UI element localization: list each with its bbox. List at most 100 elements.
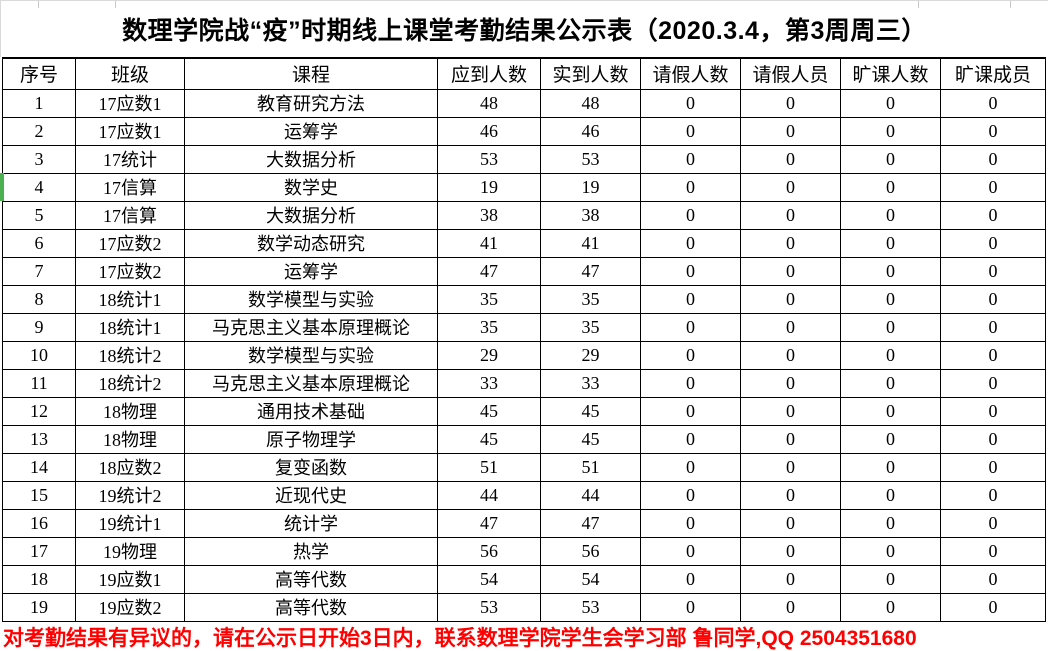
table-cell: 48 [540, 88, 641, 118]
table-cell: 0 [740, 480, 841, 510]
table-cell: 17 [2, 536, 76, 566]
table-cell: 0 [640, 564, 741, 594]
table-cell: 33 [540, 368, 641, 398]
table-row: 5 17信算 大数据分析 38 38 0 0 0 0 [2, 200, 1046, 230]
table-cell: 0 [940, 116, 1046, 146]
table-cell: 0 [740, 396, 841, 426]
table-cell: 近现代史 [184, 480, 438, 510]
table-cell: 54 [437, 564, 541, 594]
gridline-tick [1010, 1, 1011, 8]
table-cell: 47 [540, 508, 641, 538]
col-header-index: 序号 [2, 57, 76, 90]
dispute-notice: 对考勤结果有异议的，请在公示日开始3日内，联系数理学院学生会学习部 鲁同学,QQ… [0, 622, 1048, 651]
table-cell: 10 [2, 340, 76, 370]
table-cell: 热学 [184, 536, 438, 566]
table-cell: 0 [840, 228, 941, 258]
table-cell: 17应数1 [75, 116, 185, 146]
table-cell: 0 [740, 116, 841, 146]
table-cell: 45 [437, 396, 541, 426]
table-cell: 0 [840, 256, 941, 286]
table-cell: 53 [540, 592, 641, 622]
table-cell: 48 [437, 88, 541, 118]
table-cell: 33 [437, 368, 541, 398]
table-cell: 0 [740, 284, 841, 314]
table-header-row: 序号 班级 课程 应到人数 实到人数 请假人数 请假人员 旷课人数 旷课成员 [2, 57, 1046, 90]
table-cell: 通用技术基础 [184, 396, 438, 426]
col-header-leave-names: 请假人员 [740, 57, 841, 90]
table-cell: 0 [740, 368, 841, 398]
table-cell: 45 [437, 424, 541, 454]
table-cell: 19统计2 [75, 480, 185, 510]
table-cell: 马克思主义基本原理概论 [184, 368, 438, 398]
table-cell: 56 [540, 536, 641, 566]
table-cell: 0 [840, 284, 941, 314]
table-cell: 0 [640, 172, 741, 202]
table-row: 17 19物理 热学 56 56 0 0 0 0 [2, 536, 1046, 566]
col-header-leave-count: 请假人数 [640, 57, 741, 90]
table-cell: 0 [940, 424, 1046, 454]
table-cell: 9 [2, 312, 76, 342]
table-cell: 0 [640, 368, 741, 398]
table-cell: 0 [640, 284, 741, 314]
table-cell: 0 [940, 312, 1046, 342]
table-row: 1 17应数1 教育研究方法 48 48 0 0 0 0 [2, 88, 1046, 118]
table-cell: 5 [2, 200, 76, 230]
table-cell: 0 [640, 340, 741, 370]
table-cell: 18统计2 [75, 340, 185, 370]
table-cell: 17应数2 [75, 228, 185, 258]
table-cell: 0 [940, 368, 1046, 398]
table-cell: 0 [740, 508, 841, 538]
table-cell: 11 [2, 368, 76, 398]
table-cell: 0 [840, 592, 941, 622]
table-cell: 0 [640, 88, 741, 118]
table-cell: 19应数1 [75, 564, 185, 594]
table-cell: 0 [740, 256, 841, 286]
table-cell: 3 [2, 144, 76, 174]
table-cell: 大数据分析 [184, 200, 438, 230]
table-cell: 0 [840, 200, 941, 230]
table-cell: 29 [540, 340, 641, 370]
table-cell: 47 [437, 508, 541, 538]
table-cell: 0 [740, 88, 841, 118]
table-cell: 0 [840, 564, 941, 594]
table-cell: 6 [2, 228, 76, 258]
table-cell: 0 [740, 144, 841, 174]
table-cell: 0 [940, 228, 1046, 258]
col-header-expected: 应到人数 [437, 57, 541, 90]
table-cell: 数学动态研究 [184, 228, 438, 258]
table-cell: 4 [2, 172, 76, 202]
table-cell: 复变函数 [184, 452, 438, 482]
table-cell: 0 [940, 144, 1046, 174]
table-cell: 0 [640, 452, 741, 482]
table-row: 15 19统计2 近现代史 44 44 0 0 0 0 [2, 480, 1046, 510]
table-cell: 0 [740, 564, 841, 594]
table-cell: 0 [840, 116, 941, 146]
table-cell: 0 [740, 536, 841, 566]
table-body: 1 17应数1 教育研究方法 48 48 0 0 0 0 2 17应数1 运筹学 46 46 0 0 0 0 3 17… [2, 88, 1046, 622]
table-cell: 17应数2 [75, 256, 185, 286]
table-cell: 17应数1 [75, 88, 185, 118]
table-cell: 46 [437, 116, 541, 146]
table-cell: 马克思主义基本原理概论 [184, 312, 438, 342]
table-cell: 0 [940, 480, 1046, 510]
table-cell: 0 [840, 508, 941, 538]
table-cell: 19应数2 [75, 592, 185, 622]
table-cell: 53 [437, 144, 541, 174]
table-cell: 教育研究方法 [184, 88, 438, 118]
page-title: 数理学院战“疫”时期线上课堂考勤结果公示表（2020.3.4，第3周周三） [0, 1, 1048, 57]
table-cell: 0 [940, 88, 1046, 118]
table-cell: 0 [840, 452, 941, 482]
table-cell: 7 [2, 256, 76, 286]
table-cell: 13 [2, 424, 76, 454]
table-cell: 0 [640, 536, 741, 566]
table-cell: 0 [940, 564, 1046, 594]
table-cell: 14 [2, 452, 76, 482]
table-cell: 0 [940, 256, 1046, 286]
table-cell: 0 [940, 508, 1046, 538]
table-cell: 原子物理学 [184, 424, 438, 454]
table-cell: 2 [2, 116, 76, 146]
table-cell: 0 [640, 424, 741, 454]
table-cell: 0 [840, 480, 941, 510]
col-header-actual: 实到人数 [540, 57, 641, 90]
